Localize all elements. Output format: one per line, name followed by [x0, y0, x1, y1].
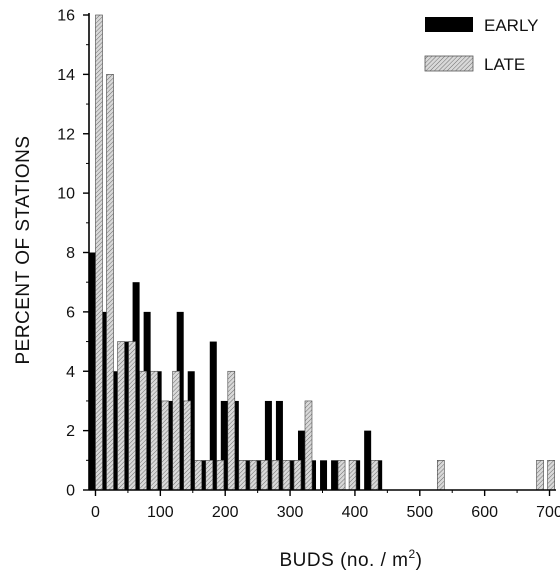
bar-late	[238, 460, 247, 491]
y-tick-label: 0	[66, 483, 75, 500]
bar-late	[227, 370, 236, 491]
x-tick-label: 300	[277, 504, 304, 521]
x-axis-title: BUDS (no. / m2)	[280, 547, 423, 571]
bar-late	[536, 460, 544, 491]
bar-late	[150, 370, 158, 491]
legend-swatch-late	[424, 55, 474, 72]
bar-early	[121, 341, 129, 490]
bar-late	[370, 460, 379, 491]
bar-early	[176, 311, 184, 491]
bar-early	[88, 252, 96, 490]
x-tick-label: 200	[212, 504, 239, 521]
bar-early	[143, 311, 151, 491]
bar-late	[260, 460, 269, 491]
bar-early	[231, 400, 239, 490]
bar-late	[271, 460, 280, 491]
bar-group	[88, 14, 555, 491]
bar-early	[110, 371, 118, 490]
bar-early	[187, 371, 195, 490]
bar-late	[337, 460, 346, 491]
bar-late	[161, 400, 169, 491]
bar-early	[154, 371, 162, 490]
bar-late	[139, 370, 147, 491]
bar-late	[172, 370, 180, 491]
bar-early	[364, 430, 372, 491]
y-tick-group: 0 2 4 6 8 10 12 14 16	[57, 8, 89, 500]
bar-early	[264, 400, 272, 490]
y-axis-title: PERCENT OF STATIONS	[13, 135, 34, 364]
y-tick-label: 2	[66, 423, 75, 440]
x-tick-label: 100	[147, 504, 174, 521]
bar-early	[99, 311, 107, 491]
bar-early	[309, 460, 317, 490]
bar-early	[320, 460, 328, 490]
bar-late	[282, 460, 291, 491]
y-tick-label: 16	[57, 8, 75, 25]
x-tick-label: 0	[91, 504, 100, 521]
bar-early	[286, 460, 294, 490]
bar-late	[183, 400, 191, 491]
legend-swatch-early	[425, 17, 473, 32]
bar-early	[242, 460, 250, 490]
legend-label-late: LATE	[484, 55, 525, 74]
x-tick-label: 600	[471, 504, 498, 521]
y-tick-label: 6	[66, 304, 75, 321]
y-tick-label: 14	[57, 67, 75, 84]
bar-late	[547, 460, 555, 491]
y-tick-label: 4	[66, 364, 75, 381]
bar-late	[194, 460, 203, 491]
bar-late	[249, 460, 258, 491]
bar-early	[297, 430, 305, 491]
y-tick-label: 12	[57, 126, 75, 143]
legend: EARLY LATE	[424, 16, 539, 74]
x-tick-label: 500	[406, 504, 433, 521]
bar-early	[220, 400, 228, 490]
y-tick-label: 10	[57, 186, 75, 203]
bar-early	[331, 460, 339, 490]
x-tick-group: 0 100 200 300 400 500 600 700	[91, 490, 560, 521]
bar-early	[198, 460, 206, 490]
bar-late	[95, 14, 103, 491]
bar-late	[117, 341, 125, 491]
x-tick-label: 700	[536, 504, 560, 521]
bar-late	[128, 341, 136, 491]
bar-late	[205, 460, 214, 491]
bar-early	[275, 400, 283, 490]
bar-early	[253, 460, 261, 490]
bar-late	[436, 460, 445, 491]
bar-early	[209, 341, 217, 490]
bar-late	[348, 460, 357, 491]
legend-label-early: EARLY	[484, 16, 539, 35]
x-tick-label: 400	[342, 504, 369, 521]
bar-early	[353, 460, 361, 490]
bar-early	[165, 400, 173, 490]
bar-late	[304, 400, 313, 491]
y-tick-label: 8	[66, 245, 75, 262]
bar-early	[375, 460, 383, 490]
bar-late	[216, 460, 225, 491]
bar-late	[106, 74, 114, 491]
bar-early	[132, 282, 140, 490]
bar-late	[293, 460, 302, 491]
